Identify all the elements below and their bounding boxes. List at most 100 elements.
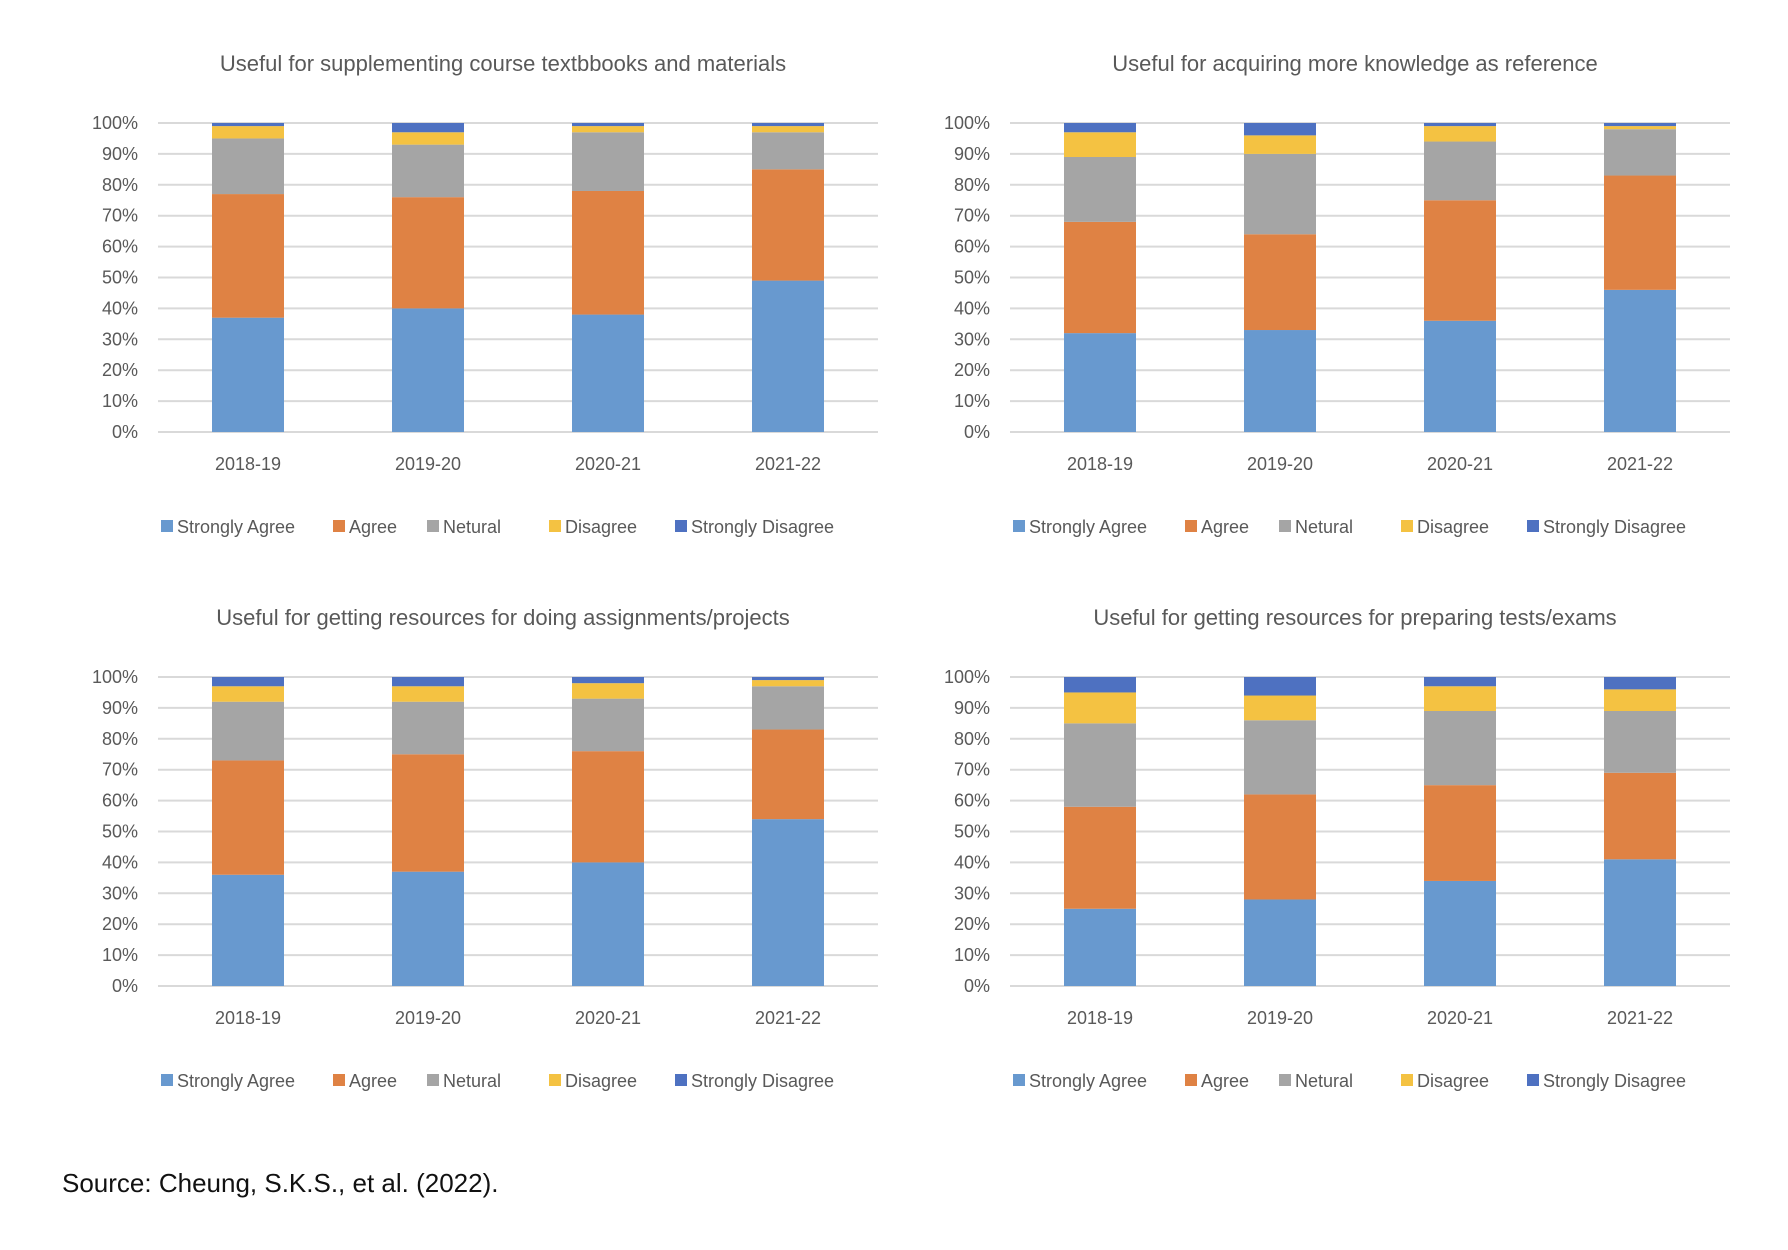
- y-tick-label: 0%: [112, 976, 138, 996]
- legend-swatch-neutral: [427, 520, 439, 532]
- y-tick-label: 50%: [102, 268, 138, 288]
- legend-swatch-strongly-agree: [161, 1074, 173, 1086]
- bar-segment-strongly-agree: [752, 280, 824, 432]
- legend-label: Agree: [1201, 517, 1249, 537]
- y-tick-label: 40%: [102, 298, 138, 318]
- bar-segment-neutral: [1424, 710, 1496, 786]
- legend-swatch-disagree: [549, 520, 561, 532]
- bar-segment-strongly-agree: [1424, 320, 1496, 432]
- bar-segment-disagree: [392, 132, 464, 145]
- bar-segment-neutral: [1244, 720, 1316, 795]
- bar-segment-agree: [1424, 200, 1496, 321]
- bar-segment-strongly-agree: [1244, 899, 1316, 986]
- legend-label: Disagree: [1417, 517, 1489, 537]
- stacked-bar-chart: Useful for supplementing course textbboo…: [92, 51, 878, 537]
- bar-segment-neutral: [1424, 141, 1496, 201]
- x-tick-label: 2020-21: [1427, 1008, 1493, 1028]
- bar-segment-agree: [212, 194, 284, 318]
- legend-label: Strongly Disagree: [1543, 1071, 1686, 1091]
- y-tick-label: 80%: [954, 729, 990, 749]
- bar-segment-agree: [1244, 234, 1316, 331]
- legend-label: Strongly Disagree: [691, 517, 834, 537]
- bar-segment-disagree: [572, 683, 644, 699]
- legend-swatch-strongly-disagree: [1527, 1074, 1539, 1086]
- bar-segment-strongly-agree: [572, 314, 644, 432]
- y-tick-label: 0%: [964, 422, 990, 442]
- bar-segment-disagree: [1064, 132, 1136, 157]
- chart-title: Useful for getting resources for doing a…: [216, 605, 790, 630]
- bar-segment-agree: [1244, 794, 1316, 900]
- legend-swatch-agree: [333, 1074, 345, 1086]
- bar-segment-disagree: [752, 680, 824, 687]
- bar-segment-strongly-agree: [1604, 289, 1676, 432]
- chart-panel-reference: Useful for acquiring more knowledge as r…: [852, 30, 1730, 550]
- bar-segment-agree: [1064, 806, 1136, 909]
- legend-label: Disagree: [565, 517, 637, 537]
- bar-segment-strongly-disagree: [1064, 677, 1136, 693]
- x-tick-label: 2021-22: [755, 454, 821, 474]
- chart-title: Useful for supplementing course textbboo…: [220, 51, 786, 76]
- y-tick-label: 90%: [954, 698, 990, 718]
- bar-segment-strongly-disagree: [1244, 123, 1316, 136]
- bar-segment-strongly-disagree: [1424, 123, 1496, 127]
- x-tick-label: 2019-20: [395, 454, 461, 474]
- bar-segment-strongly-agree: [392, 871, 464, 986]
- legend-swatch-agree: [1185, 1074, 1197, 1086]
- legend-swatch-strongly-disagree: [675, 1074, 687, 1086]
- bar-segment-disagree: [1244, 135, 1316, 154]
- y-tick-label: 10%: [102, 391, 138, 411]
- legend-label: Strongly Agree: [177, 517, 295, 537]
- bar-segment-neutral: [1244, 153, 1316, 235]
- chart-panel-assignments: Useful for getting resources for doing a…: [0, 584, 878, 1104]
- y-tick-label: 10%: [954, 391, 990, 411]
- y-tick-label: 60%: [954, 791, 990, 811]
- legend-label: Netural: [443, 517, 501, 537]
- chart-title: Useful for acquiring more knowledge as r…: [1112, 51, 1597, 76]
- legend-swatch-disagree: [549, 1074, 561, 1086]
- y-tick-label: 50%: [954, 268, 990, 288]
- y-tick-label: 80%: [102, 729, 138, 749]
- bar-segment-agree: [1604, 772, 1676, 860]
- y-tick-label: 60%: [102, 237, 138, 257]
- bar-segment-disagree: [1424, 686, 1496, 711]
- y-tick-label: 100%: [944, 113, 990, 133]
- bar-segment-disagree: [212, 686, 284, 702]
- bar-segment-strongly-agree: [1424, 880, 1496, 986]
- legend-label: Agree: [1201, 1071, 1249, 1091]
- bar-segment-neutral: [752, 686, 824, 730]
- bar-segment-strongly-disagree: [212, 677, 284, 687]
- x-tick-label: 2018-19: [215, 454, 281, 474]
- x-tick-label: 2018-19: [1067, 454, 1133, 474]
- x-tick-label: 2020-21: [575, 1008, 641, 1028]
- y-tick-label: 40%: [102, 852, 138, 872]
- y-tick-label: 0%: [112, 422, 138, 442]
- x-tick-label: 2019-20: [395, 1008, 461, 1028]
- legend-swatch-agree: [1185, 520, 1197, 532]
- y-tick-label: 40%: [954, 852, 990, 872]
- bar-segment-agree: [572, 751, 644, 863]
- bar-segment-neutral: [572, 132, 644, 191]
- y-tick-label: 80%: [954, 175, 990, 195]
- legend-swatch-strongly-agree: [161, 520, 173, 532]
- source-citation: Source: Cheung, S.K.S., et al. (2022).: [62, 1168, 499, 1198]
- y-tick-label: 30%: [954, 329, 990, 349]
- bar-segment-neutral: [1604, 129, 1676, 176]
- legend-swatch-strongly-disagree: [675, 520, 687, 532]
- bar-segment-neutral: [212, 138, 284, 195]
- bar-segment-strongly-agree: [1064, 333, 1136, 432]
- bar-segment-strongly-agree: [752, 819, 824, 986]
- y-tick-label: 20%: [102, 360, 138, 380]
- legend-swatch-disagree: [1401, 520, 1413, 532]
- chart-panel-supplementing: Useful for supplementing course textbboo…: [0, 30, 878, 550]
- y-tick-label: 50%: [102, 822, 138, 842]
- x-tick-label: 2018-19: [215, 1008, 281, 1028]
- bar-segment-neutral: [1064, 723, 1136, 807]
- y-tick-label: 30%: [102, 883, 138, 903]
- y-tick-label: 90%: [102, 144, 138, 164]
- bar-segment-strongly-agree: [212, 317, 284, 432]
- bar-segment-strongly-agree: [1244, 330, 1316, 432]
- x-tick-label: 2020-21: [1427, 454, 1493, 474]
- bar-segment-agree: [752, 729, 824, 820]
- bar-segment-neutral: [392, 144, 464, 198]
- legend-swatch-neutral: [1279, 1074, 1291, 1086]
